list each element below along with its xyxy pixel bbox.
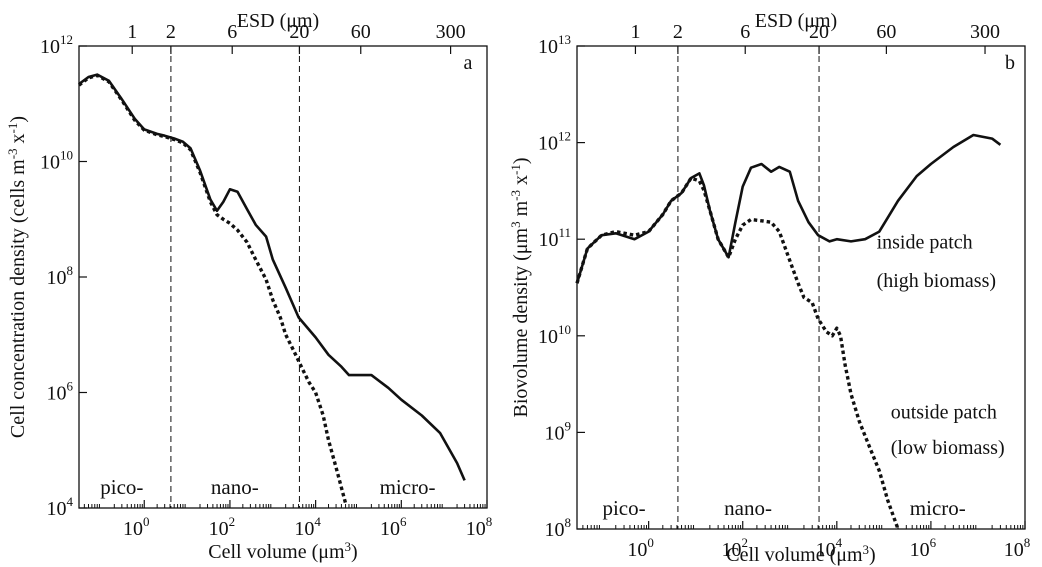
x-axis-title: Cell volume (μm3) bbox=[208, 539, 357, 564]
plot-frame bbox=[576, 45, 1026, 530]
top-tick-label: 1 bbox=[127, 21, 137, 43]
top-tick-label: 20 bbox=[289, 21, 309, 43]
y-tick-label: 1012 bbox=[538, 129, 571, 155]
region-label: nano- bbox=[724, 496, 772, 520]
y-tick-label: 1012 bbox=[40, 32, 73, 58]
panel-a: 100 102 104 106 108 104 106 108 1010 1012 1 2 6 20 60 3… bbox=[5, 10, 493, 563]
series-line-dotted bbox=[575, 176, 900, 530]
series-line-solid bbox=[78, 73, 466, 481]
region-label: nano- bbox=[211, 475, 259, 499]
y-tick-label: 106 bbox=[47, 379, 74, 405]
annotation-label: (low biomass) bbox=[891, 437, 1005, 459]
top-tick-label: 60 bbox=[876, 21, 896, 43]
region-label: pico- bbox=[602, 496, 645, 520]
x-tick-label: 100 bbox=[627, 535, 654, 561]
y-tick-label: 1011 bbox=[538, 225, 571, 251]
top-tick-label: 20 bbox=[809, 21, 829, 43]
top-axis-title: ESD (μm) bbox=[237, 10, 319, 32]
panel-b: 100 102 104 106 108 108 109 1010 1011 1012 1013 1 2 6… bbox=[508, 10, 1031, 566]
annotation-label: inside patch bbox=[877, 232, 973, 254]
top-axis-title: ESD (μm) bbox=[755, 10, 837, 32]
top-tick-label: 6 bbox=[227, 21, 237, 43]
x-tick-label: 104 bbox=[294, 514, 321, 540]
top-tick-label: 2 bbox=[673, 21, 683, 43]
annotation-label: (high biomass) bbox=[877, 270, 996, 292]
annotation-label: outside patch bbox=[891, 401, 997, 423]
region-label: pico- bbox=[100, 475, 143, 499]
top-tick-label: 60 bbox=[351, 21, 371, 43]
x-axis-title: Cell volume (μm3) bbox=[726, 542, 875, 567]
plot-frame bbox=[78, 45, 488, 509]
top-tick-label: 6 bbox=[740, 21, 750, 43]
y-tick-label: 108 bbox=[545, 515, 572, 541]
series-line-dotted bbox=[77, 73, 348, 504]
y-tick-label: 1010 bbox=[40, 148, 73, 174]
x-tick-label: 108 bbox=[466, 514, 493, 540]
x-tick-label: 106 bbox=[380, 514, 407, 540]
region-label: micro- bbox=[380, 475, 436, 499]
y-tick-label: 1013 bbox=[538, 32, 571, 58]
x-tick-label: 104 bbox=[816, 535, 843, 561]
y-tick-label: 104 bbox=[47, 494, 74, 520]
top-tick-label: 300 bbox=[436, 21, 466, 43]
y-tick-label: 108 bbox=[47, 263, 74, 289]
x-tick-label: 100 bbox=[123, 514, 150, 540]
top-tick-label: 300 bbox=[970, 21, 1000, 43]
region-label: micro- bbox=[910, 496, 966, 520]
panel-letter: b bbox=[1005, 52, 1015, 74]
panel-letter: a bbox=[464, 52, 473, 74]
y-axis-title: Biovolume density (μm3 m-3 x-1) bbox=[508, 157, 533, 417]
y-tick-label: 109 bbox=[545, 418, 572, 444]
y-axis-title: Cell concentration density (cells m-3 x-… bbox=[5, 116, 30, 438]
x-tick-label: 102 bbox=[721, 535, 748, 561]
x-tick-label: 102 bbox=[209, 514, 236, 540]
x-tick-label: 108 bbox=[1004, 535, 1031, 561]
y-tick-label: 1010 bbox=[538, 322, 571, 348]
top-tick-label: 2 bbox=[166, 21, 176, 43]
x-tick-label: 106 bbox=[910, 535, 937, 561]
top-tick-label: 1 bbox=[630, 21, 640, 43]
